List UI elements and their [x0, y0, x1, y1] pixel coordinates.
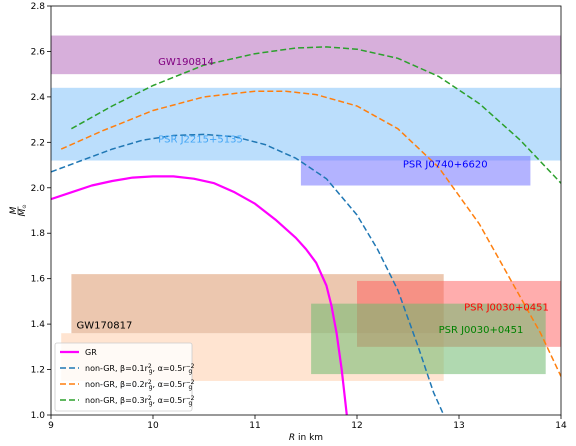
band-label-5: PSR J0030+0451	[464, 302, 549, 313]
y-axis-label: M M⊙	[9, 205, 28, 217]
band-labels-layer: GW190814 PSR J2215+5135 PSR J0740+6620 GW17…	[77, 57, 549, 336]
ticks-layer: 9 10 11 12 13 14 1.0 1.2 1.4 1.6 1.8 2.0 2.2 2.4 2.6 2.…	[31, 2, 567, 431]
band-label-3: GW170817	[77, 321, 133, 332]
series-line-3	[71, 46, 561, 184]
legend-box	[54, 342, 193, 412]
legend-label-0: GR	[85, 348, 97, 357]
plot-frame	[50, 5, 562, 416]
x-tick-label-2: 11	[249, 421, 260, 431]
y-tick-label-7: 2.4	[31, 93, 46, 103]
x-axis-label-var: R	[289, 433, 295, 443]
band-0	[51, 35, 561, 75]
band-label-6: PSR J0030+0451	[439, 325, 524, 336]
legend-label-1: non-GR, β=0.1r2 g, α=0.5r−2 g	[85, 363, 195, 375]
series-line-2	[60, 90, 561, 377]
series-line-0	[51, 175, 348, 415]
band-label-2: PSR J0740+6620	[403, 159, 488, 170]
x-tick-label-1: 10	[147, 421, 159, 431]
y-axis-label-denominator: M⊙	[18, 205, 28, 217]
x-tick-label-0: 9	[48, 421, 54, 431]
bands-layer	[51, 35, 561, 381]
y-tick-label-6: 2.2	[31, 138, 45, 148]
x-axis-label: R in km	[289, 433, 323, 443]
legend-label-3: non-GR, β=0.3r2 g, α=0.5r−2 g	[85, 395, 195, 407]
lines-layer	[51, 46, 561, 415]
y-tick-label-5: 2.0	[31, 184, 46, 194]
y-axis-label-numerator: M	[9, 206, 19, 214]
band-6	[311, 303, 546, 375]
y-tick-label-9: 2.8	[31, 2, 46, 12]
y-tick-label-2: 1.4	[31, 320, 46, 330]
series-line-1	[51, 133, 445, 415]
y-tick-label-4: 1.8	[31, 229, 46, 239]
legend-label-2: non-GR, β=0.2r2 g, α=0.5r−2 g	[85, 379, 195, 391]
legend-items: GR non-GR, β=0.1r2 g, α=0.5r−2 g non-GR, β=0…	[60, 348, 195, 407]
x-tick-label-5: 14	[555, 421, 567, 431]
legend: GR non-GR, β=0.1r2 g, α=0.5r−2 g non-GR, β=0…	[54, 342, 195, 412]
y-tick-label-0: 1.0	[31, 411, 46, 421]
y-tick-label-8: 2.6	[31, 47, 46, 57]
x-axis-label-unit: in km	[295, 433, 323, 443]
band-2	[300, 155, 531, 186]
band-label-1: PSR J2215+5135	[158, 134, 243, 145]
y-tick-label-3: 1.6	[31, 275, 46, 285]
x-tick-label-3: 12	[351, 421, 362, 431]
band-1	[51, 87, 561, 161]
band-label-0: GW190814	[158, 57, 214, 68]
y-tick-label-1: 1.2	[31, 366, 45, 376]
x-tick-label-4: 13	[453, 421, 464, 431]
